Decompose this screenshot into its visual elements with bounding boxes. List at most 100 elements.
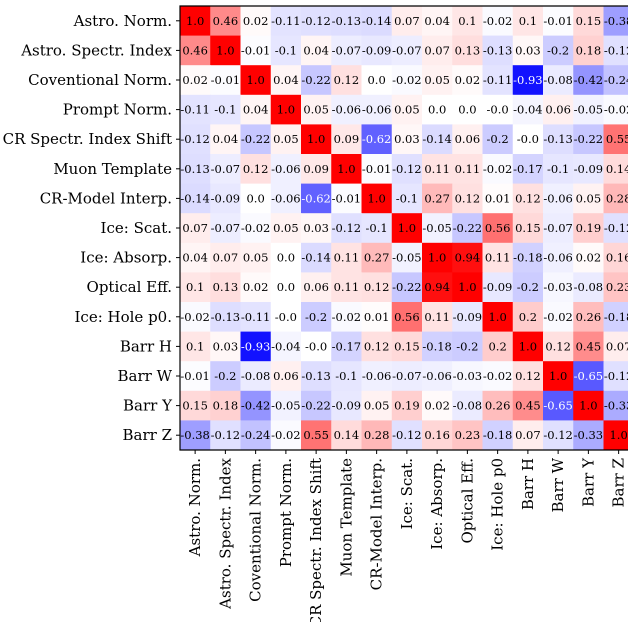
heatmap-cell bbox=[573, 272, 605, 303]
heatmap-cell bbox=[512, 420, 544, 450]
heatmap-cell-value: -0.07 bbox=[332, 43, 362, 57]
heatmap-cell bbox=[240, 154, 272, 185]
x-tick-label: Prompt Norm. bbox=[277, 458, 295, 567]
heatmap-cell-value: 1.0 bbox=[549, 369, 567, 383]
y-tick-label: Astro. Spectr. Index bbox=[20, 41, 172, 59]
heatmap-cell-value: -0.09 bbox=[453, 310, 483, 324]
heatmap-cell bbox=[573, 94, 605, 125]
heatmap-cell-value: 1.0 bbox=[579, 399, 597, 413]
heatmap-cell bbox=[543, 213, 574, 244]
heatmap-cell bbox=[452, 213, 484, 244]
heatmap-cell bbox=[573, 331, 605, 362]
heatmap-cell bbox=[270, 213, 302, 244]
heatmap-cell bbox=[361, 213, 393, 244]
heatmap-cell bbox=[301, 302, 332, 333]
y-tick-label: CR-Model Interp. bbox=[40, 189, 172, 207]
heatmap-cell bbox=[240, 213, 272, 244]
heatmap-cell bbox=[210, 124, 242, 155]
heatmap-cell bbox=[603, 361, 628, 392]
heatmap-cell bbox=[573, 65, 605, 96]
heatmap-cell bbox=[482, 35, 514, 66]
heatmap-cell bbox=[573, 35, 605, 66]
heatmap-cell-value: -0.09 bbox=[574, 162, 604, 176]
heatmap-cell-value: 0.09 bbox=[303, 162, 329, 176]
heatmap-cell-value: 0.05 bbox=[303, 103, 329, 117]
heatmap-cell bbox=[482, 390, 514, 421]
heatmap-cell bbox=[543, 183, 574, 214]
heatmap-cell bbox=[270, 302, 302, 333]
heatmap-cell-value: 0.94 bbox=[455, 251, 481, 265]
heatmap-cell-value: -0.06 bbox=[543, 191, 573, 205]
heatmap-cell-value: 0.03 bbox=[213, 339, 239, 353]
heatmap-cell bbox=[331, 154, 363, 185]
heatmap-cell bbox=[603, 35, 628, 66]
heatmap-cell-value: 1.0 bbox=[307, 132, 325, 146]
heatmap-cell bbox=[301, 390, 332, 421]
heatmap-cell-value: -0.02 bbox=[241, 221, 271, 235]
heatmap-cell-value: 0.02 bbox=[243, 280, 269, 294]
heatmap-cell-value: 0.03 bbox=[303, 221, 329, 235]
heatmap-cell bbox=[391, 183, 423, 214]
heatmap-cell bbox=[422, 213, 453, 244]
heatmap-cell bbox=[331, 361, 363, 392]
heatmap-cell bbox=[210, 302, 242, 333]
heatmap-cell-value: 1.0 bbox=[337, 162, 355, 176]
heatmap-cell-value: 0.12 bbox=[364, 339, 390, 353]
heatmap-cell bbox=[512, 331, 544, 362]
y-tick-label: Ice: Scat. bbox=[101, 219, 172, 237]
heatmap-cell bbox=[512, 242, 544, 273]
heatmap-cell-value: 0.12 bbox=[545, 339, 571, 353]
heatmap-cell-value: 0.2 bbox=[488, 339, 506, 353]
heatmap-cell bbox=[361, 302, 393, 333]
heatmap-cell-value: -0.18 bbox=[422, 339, 452, 353]
heatmap-cell-value: -0.03 bbox=[543, 280, 573, 294]
heatmap-cell-value: 0.05 bbox=[576, 191, 602, 205]
heatmap-cell-value: -0.06 bbox=[422, 369, 452, 383]
heatmap-cell-value: 0.28 bbox=[364, 428, 390, 442]
heatmap-cell-value: -0.11 bbox=[180, 103, 210, 117]
heatmap-cell-value: 0.15 bbox=[182, 399, 208, 413]
heatmap-cell-value: -0.18 bbox=[513, 251, 543, 265]
heatmap-cell bbox=[422, 242, 453, 273]
y-tick-label: Ice: Hole p0. bbox=[75, 308, 173, 326]
heatmap-cell bbox=[452, 6, 484, 37]
heatmap-cell bbox=[482, 94, 514, 125]
heatmap-cell-value: 1.0 bbox=[367, 191, 385, 205]
heatmap-cell-value: 0.1 bbox=[186, 339, 204, 353]
heatmap-cell bbox=[422, 154, 453, 185]
y-axis-tick-labels: Astro. Norm. Astro. Spectr. Index Coventio… bbox=[3, 12, 180, 444]
y-tick-label: Astro. Norm. bbox=[73, 12, 172, 30]
heatmap-cell bbox=[422, 361, 453, 392]
heatmap-cell-value: -0.18 bbox=[483, 428, 513, 442]
heatmap-cell bbox=[482, 420, 514, 450]
heatmap-cell bbox=[240, 124, 272, 155]
y-tick-label: Barr Y bbox=[123, 397, 173, 415]
heatmap-cell bbox=[301, 124, 332, 155]
heatmap-cell bbox=[180, 420, 211, 450]
heatmap-cell-value: -0.0 bbox=[305, 339, 327, 353]
heatmap-cell bbox=[391, 302, 423, 333]
heatmap-cell bbox=[512, 154, 544, 185]
heatmap-cell bbox=[301, 35, 332, 66]
heatmap-cell bbox=[391, 331, 423, 362]
heatmap-cell bbox=[331, 65, 363, 96]
heatmap-cell-value: 1.0 bbox=[519, 339, 537, 353]
heatmap-cell bbox=[361, 272, 393, 303]
heatmap-cell bbox=[210, 213, 242, 244]
heatmap-cell bbox=[331, 272, 363, 303]
heatmap-cell bbox=[331, 331, 363, 362]
heatmap-cell bbox=[180, 302, 211, 333]
heatmap-cell bbox=[603, 302, 628, 333]
heatmap-cell-value: 0.07 bbox=[182, 221, 208, 235]
heatmap-cell bbox=[270, 242, 302, 273]
x-tick-label: Astro. Norm. bbox=[186, 458, 204, 557]
x-tick-label: Astro. Spectr. Index bbox=[216, 457, 234, 609]
heatmap-cell bbox=[391, 6, 423, 37]
heatmap-cell bbox=[391, 124, 423, 155]
heatmap-cell bbox=[180, 183, 211, 214]
heatmap-cell-value: -0.06 bbox=[271, 191, 301, 205]
x-tick-label: CR-Model Interp. bbox=[368, 458, 386, 590]
heatmap-cell-value: -0.01 bbox=[180, 369, 210, 383]
heatmap-cell-value: 0.06 bbox=[303, 280, 329, 294]
heatmap-cell-value: -0.14 bbox=[422, 132, 452, 146]
